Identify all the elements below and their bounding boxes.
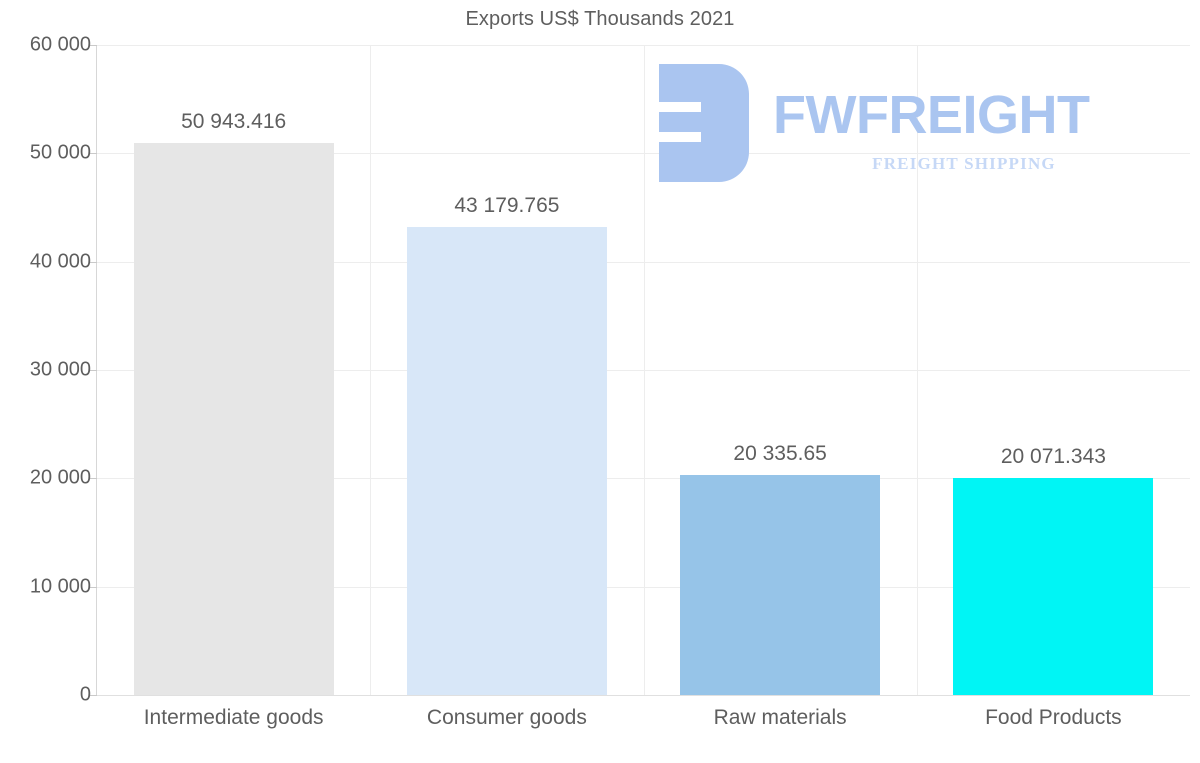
y-tick-label: 10 000 xyxy=(29,575,91,598)
bar-value-label: 20 071.343 xyxy=(1000,444,1106,468)
y-tick-label: 60 000 xyxy=(29,33,91,56)
bar-value-label: 43 179.765 xyxy=(454,194,560,218)
plot-area xyxy=(97,45,1190,696)
gridline-y xyxy=(97,586,1190,588)
bar[interactable] xyxy=(133,143,334,695)
gridline-x xyxy=(917,45,918,695)
y-tick-label: 30 000 xyxy=(29,358,91,381)
bar-value-label: 50 943.416 xyxy=(181,110,287,134)
gridline-y xyxy=(97,370,1190,371)
y-tick-mark xyxy=(90,586,97,588)
y-tick-label: 0 xyxy=(79,683,91,706)
y-tick-mark xyxy=(90,261,97,263)
gridline-x xyxy=(370,45,371,695)
bar-value-label: 20 335.65 xyxy=(733,441,827,465)
y-tick-label: 50 000 xyxy=(29,141,91,164)
y-tick-label: 40 000 xyxy=(29,250,91,273)
category-label: Consumer goods xyxy=(426,706,587,729)
bar[interactable] xyxy=(406,227,607,695)
gridline-x xyxy=(644,45,645,695)
y-tick-mark xyxy=(90,478,97,480)
y-tick-mark xyxy=(90,45,97,46)
category-label: Raw materials xyxy=(713,706,847,729)
bar[interactable] xyxy=(953,477,1154,695)
y-tick-mark xyxy=(90,153,97,155)
gridline-y xyxy=(97,478,1190,480)
gridline-y xyxy=(97,695,1190,696)
bar[interactable] xyxy=(680,474,881,695)
gridline-y xyxy=(97,45,1190,46)
y-tick-label: 20 000 xyxy=(29,466,91,489)
chart-title: Exports US$ Thousands 2021 xyxy=(465,8,735,30)
category-label: Food Products xyxy=(985,706,1122,729)
y-tick-mark xyxy=(90,370,97,371)
gridline-y xyxy=(97,261,1190,263)
y-tick-mark xyxy=(90,695,97,696)
category-label: Intermediate goods xyxy=(143,706,324,729)
gridline-y xyxy=(97,153,1190,155)
